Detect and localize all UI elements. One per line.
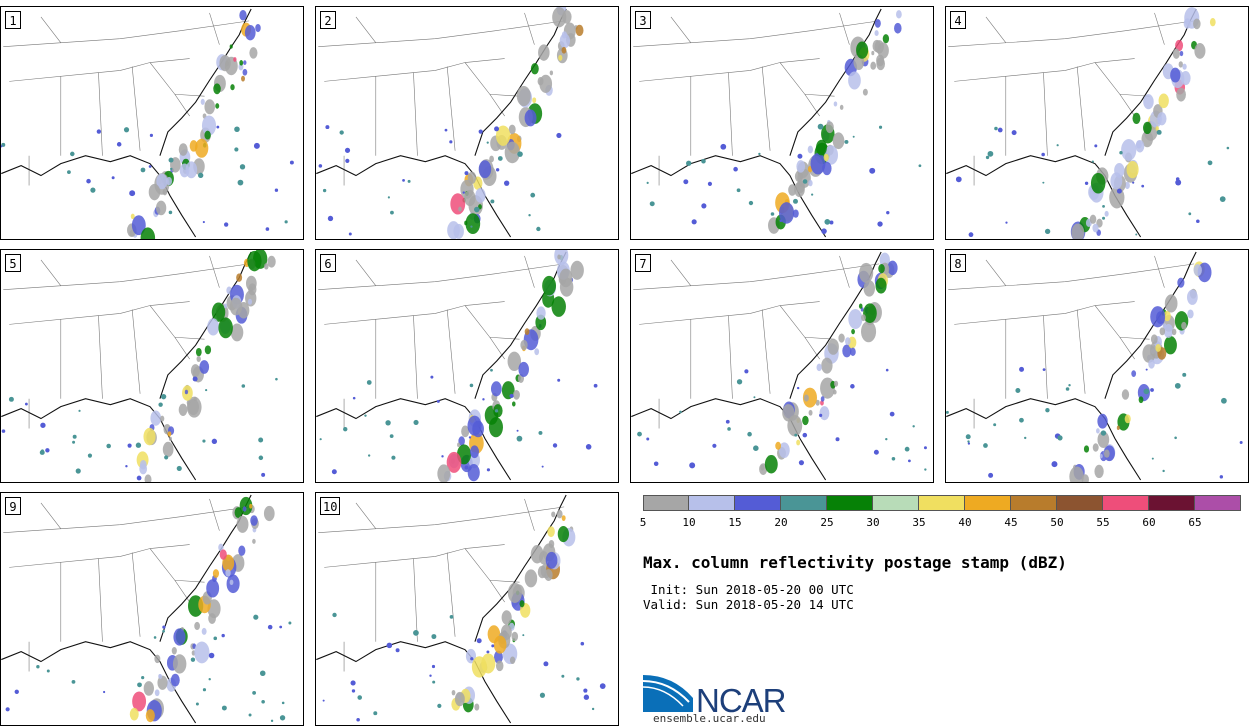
colorbar-swatch (1103, 495, 1149, 511)
member-number-3: 3 (635, 11, 651, 29)
plot-title: Max. column reflectivity postage stamp (… (643, 553, 1067, 572)
colorbar-swatch (1011, 495, 1057, 511)
member-map-1 (1, 8, 294, 239)
colorbar-swatch (1149, 495, 1195, 511)
stamp-panel-1: 1 (0, 6, 304, 240)
stamp-panel-3: 3 (630, 6, 934, 240)
colorbar-tick-label: 15 (728, 516, 742, 529)
colorbar-tick-label: 50 (1050, 516, 1064, 529)
member-number-6: 6 (320, 254, 336, 272)
ncar-wordmark: NCAR (696, 682, 787, 719)
member-map-9 (1, 494, 292, 724)
colorbar-swatch (643, 495, 689, 511)
stamp-panel-8: 8 (945, 249, 1249, 483)
member-map-3 (631, 8, 922, 238)
member-number-2: 2 (320, 11, 336, 29)
init-time: Init: Sun 2018-05-20 00 UTC (643, 582, 854, 597)
member-map-4 (946, 7, 1230, 239)
member-map-5 (1, 250, 278, 482)
colorbar-tick-label: 65 (1188, 516, 1202, 529)
colorbar-swatch (689, 495, 735, 511)
ensemble-url: ensemble.ucar.edu (653, 712, 766, 725)
member-number-4: 4 (950, 11, 966, 29)
ncar-logo-icon (643, 675, 693, 712)
stamp-panel-9: 9 (0, 492, 304, 726)
colorbar-swatch (781, 495, 827, 511)
colorbar-tick-label: 60 (1142, 516, 1156, 529)
member-number-7: 7 (635, 254, 651, 272)
colorbar-swatch (735, 495, 781, 511)
stamp-panel-5: 5 (0, 249, 304, 483)
member-map-2 (316, 7, 584, 239)
colorbar-tick-label: 20 (774, 516, 788, 529)
member-number-8: 8 (950, 254, 966, 272)
colorbar-swatch (1195, 495, 1241, 511)
colorbar-swatch (919, 495, 965, 511)
colorbar-tick-label: 5 (639, 516, 647, 529)
stamp-panel-7: 7 (630, 249, 934, 483)
member-map-10 (316, 494, 606, 724)
member-number-10: 10 (320, 497, 341, 515)
colorbar-tick-label: 40 (958, 516, 972, 529)
colorbar-tick-label: 10 (682, 516, 696, 529)
stamp-panel-4: 4 (945, 6, 1249, 240)
member-map-8 (946, 251, 1243, 482)
stamp-panel-2: 2 (315, 6, 619, 240)
member-number-5: 5 (5, 254, 21, 272)
member-number-1: 1 (5, 11, 21, 29)
valid-time: Valid: Sun 2018-05-20 14 UTC (643, 597, 854, 612)
member-map-7 (631, 251, 927, 481)
colorbar-tick-label: 30 (866, 516, 880, 529)
colorbar-tick-label: 55 (1096, 516, 1110, 529)
colorbar-tick-label: 45 (1004, 516, 1018, 529)
reflectivity-colorbar (643, 495, 1241, 511)
colorbar-swatch (827, 495, 873, 511)
colorbar-swatch (1057, 495, 1103, 511)
colorbar-tick-label: 35 (912, 516, 926, 529)
stamp-panel-10: 10 (315, 492, 619, 726)
stamp-panel-6: 6 (315, 249, 619, 483)
colorbar-tick-label: 25 (820, 516, 834, 529)
colorbar-swatch (873, 495, 919, 511)
member-number-9: 9 (5, 497, 21, 515)
colorbar-swatch (965, 495, 1011, 511)
member-map-6 (316, 250, 598, 482)
